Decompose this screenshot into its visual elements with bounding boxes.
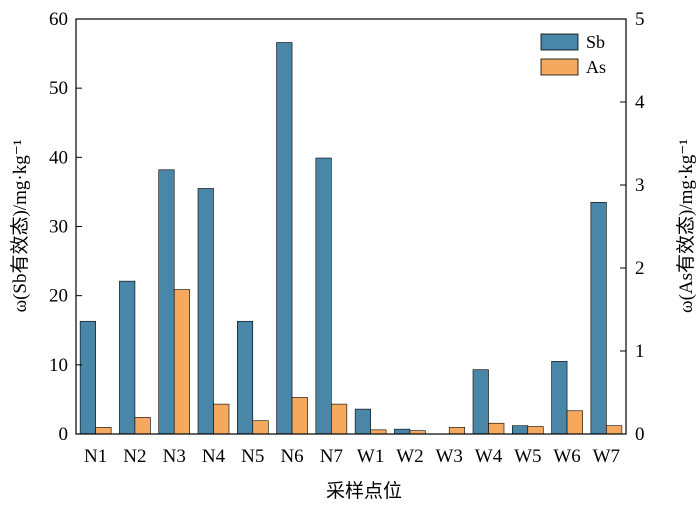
bar-sb-n6 [276,42,293,435]
right-tick-label: 3 [635,175,645,196]
x-tick-label-n5: N5 [241,446,264,467]
x-tick-label-w4: W4 [475,446,503,467]
left-tick-label: 50 [49,78,68,99]
legend: Sb As [540,32,606,77]
bar-as-w1 [370,429,387,435]
bar-as-n6 [291,397,308,435]
bar-sb-w7 [590,201,607,435]
bar-sb-n2 [119,280,136,435]
left-tick-label: 30 [49,217,68,238]
bar-as-w6 [566,410,583,435]
bar-sb-w5 [511,425,529,435]
bar-as-w4 [488,422,505,435]
x-tick-label-w2: W2 [396,446,423,467]
bar-as-n5 [252,420,269,435]
bar-sb-n3 [158,169,175,435]
x-tick-label-n7: N7 [320,446,343,467]
x-tick-label-w1: W1 [357,446,384,467]
x-axis-ticks: N1 N2 N3 N4 N5 N6 N7 W1 W2 W3 W4 W5 W6 W7 [84,446,620,467]
legend-swatch-as [540,58,579,76]
left-axis-ticks: 0 10 20 30 40 50 60 [49,9,82,445]
x-tick-label-n2: N2 [123,446,146,467]
right-tick-label: 4 [635,92,645,113]
bar-as-n3 [173,289,191,435]
right-axis-ticks: 0 1 2 3 4 5 [620,9,645,445]
x-tick-label-n4: N4 [202,446,226,467]
bar-sb-w2 [394,428,411,435]
right-axis-label: ω(As有效态)/mg·kg⁻¹ [675,139,697,313]
left-tick-label: 40 [49,147,68,168]
bar-sb-n4 [197,188,214,435]
legend-swatch-sb [540,33,579,51]
right-tick-label: 5 [635,9,645,30]
x-tick-label-w6: W6 [553,446,580,467]
bar-sb-w4 [472,369,489,435]
bars-group [79,42,623,435]
bar-sb-w6 [551,361,568,435]
x-tick-label-w3: W3 [435,446,462,467]
right-tick-label: 0 [635,424,645,445]
bar-sb-w1 [354,408,371,435]
right-tick-label: 1 [635,341,645,362]
bar-sb-n7 [315,157,332,435]
bar-as-w5 [527,426,544,435]
bar-as-n1 [95,427,112,435]
bar-as-n7 [331,403,348,435]
x-tick-label-n1: N1 [84,446,107,467]
x-tick-label-w7: W7 [593,446,620,467]
x-axis-label: 采样点位 [326,480,402,502]
left-tick-label: 60 [49,9,68,30]
left-tick-label: 10 [49,355,68,376]
bar-as-n4 [213,403,230,435]
legend-label-sb: Sb [586,32,605,52]
x-tick-label-n6: N6 [280,446,303,467]
left-axis-label: ω(Sb有效态)/mg·kg⁻¹ [9,139,31,312]
x-tick-label-w5: W5 [514,446,541,467]
bar-sb-n1 [79,320,96,435]
bar-as-n2 [134,417,151,435]
legend-label-as: As [586,57,606,77]
left-tick-label: 20 [49,286,68,307]
x-tick-label-n3: N3 [163,446,186,467]
right-tick-label: 2 [635,258,645,279]
bar-as-w7 [606,425,623,435]
bar-as-w3 [448,427,466,435]
left-tick-label: 0 [59,424,69,445]
bar-sb-n5 [236,320,254,435]
